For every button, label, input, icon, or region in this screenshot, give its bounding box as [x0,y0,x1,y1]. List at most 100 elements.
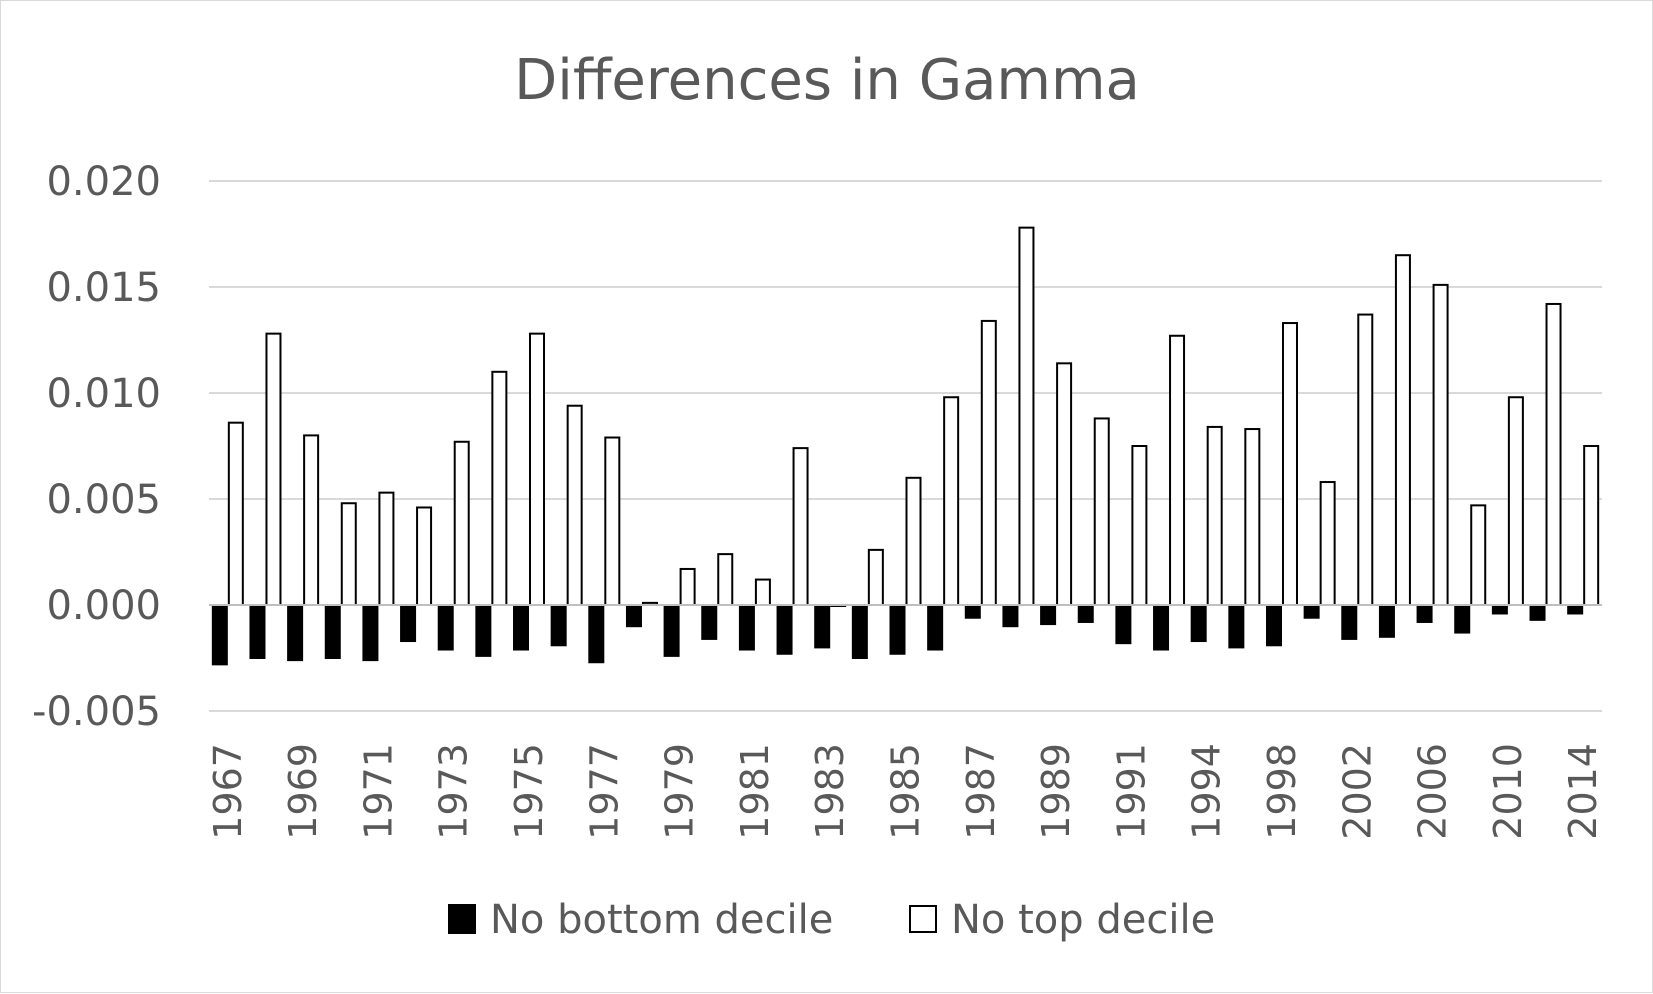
bar-no-top-decile [1244,428,1261,607]
bar-no-top-decile [943,396,960,606]
x-tick-label: 1994 [1185,743,1229,840]
bar-no-bottom-decile [362,604,379,662]
y-tick-label: 0.010 [46,371,161,417]
x-tick-label: 1977 [582,743,626,840]
bar-no-top-decile [1319,481,1336,607]
x-tick-label: 1989 [1034,743,1078,840]
y-tick-label: -0.005 [32,689,161,735]
bar-no-top-decile [491,370,508,606]
x-tick-label: 2010 [1486,743,1530,840]
bar-no-top-decile [905,476,922,606]
x-tick-label: 1971 [356,743,400,840]
bar-no-top-decile [340,502,357,606]
bar-no-top-decile [1394,254,1411,606]
bar-no-top-decile [1470,504,1487,606]
y-tick-label: 0.005 [46,477,161,523]
bar-no-bottom-decile [1153,604,1170,651]
x-tick-label: 1969 [281,743,325,840]
bar-no-top-decile [529,332,546,606]
x-tick-label: 1983 [808,743,852,840]
bar-no-top-decile [1583,445,1600,606]
chart-title: Differences in Gamma [514,48,1140,113]
bar-no-bottom-decile [1529,604,1546,621]
bar-no-top-decile [792,447,809,606]
x-tick-label: 1981 [733,743,777,840]
legend-swatch-no-bottom-decile [448,904,476,934]
x-tick-label: 1991 [1109,743,1153,840]
x-axis-ticks: 1967 1969 1971 1973 1975 1977 1979 1981 1983 1985… [206,743,1605,840]
y-tick-label: 0.020 [46,159,161,205]
bar-no-top-decile [1169,334,1186,606]
bar-no-top-decile [1206,425,1223,607]
bar-no-bottom-decile [1077,604,1094,623]
x-tick-label: 1975 [507,743,551,840]
bar-no-top-decile [227,421,244,606]
bar-no-bottom-decile [701,604,718,640]
bar-no-bottom-decile [889,604,906,655]
bar-no-bottom-decile [663,604,680,657]
bar-no-bottom-decile [1567,604,1584,615]
bar-no-top-decile [378,491,395,607]
bar-no-top-decile [1093,417,1110,606]
bar-no-bottom-decile [324,604,341,659]
bar-no-bottom-decile [625,604,642,628]
bar-no-bottom-decile [1002,604,1019,628]
bar-no-bottom-decile [437,604,454,651]
legend-swatch-no-top-decile [909,905,937,933]
bars [211,226,1600,666]
x-tick-label: 1987 [959,743,1003,840]
bar-no-top-decile [1281,322,1298,606]
bar-no-bottom-decile [964,604,981,619]
bar-no-bottom-decile [400,604,417,643]
bar-no-bottom-decile [1115,604,1132,645]
x-tick-label: 1998 [1260,743,1304,840]
x-tick-label: 2006 [1411,743,1455,840]
bar-no-bottom-decile [513,604,530,651]
x-tick-label: 2014 [1561,743,1605,840]
bar-no-top-decile [1131,445,1148,606]
x-tick-label: 1967 [206,743,250,840]
bar-no-top-decile [604,436,621,606]
bar-no-top-decile [566,404,583,606]
bar-no-bottom-decile [1491,604,1508,615]
bar-no-top-decile [754,578,771,606]
bar-no-bottom-decile [1265,604,1282,647]
legend-label-no-top-decile: No top decile [951,897,1215,943]
bar-no-top-decile [980,319,997,606]
bar-no-top-decile [1357,313,1374,606]
bar-no-top-decile [867,548,884,607]
bar-no-bottom-decile [851,604,868,659]
bar-no-bottom-decile [211,604,228,666]
bar-no-bottom-decile [1378,604,1395,638]
bar-no-bottom-decile [776,604,793,655]
bar-no-top-decile [1056,362,1073,606]
x-tick-label: 1973 [432,743,476,840]
bar-no-top-decile [416,506,433,607]
x-tick-label: 1979 [658,743,702,840]
bar-no-top-decile [453,440,470,607]
bar-no-bottom-decile [475,604,492,657]
y-tick-label: 0.000 [46,583,161,629]
bar-no-top-decile [1018,226,1035,606]
legend-label-no-bottom-decile: No bottom decile [490,897,833,943]
bar-no-bottom-decile [249,604,266,659]
bar-no-bottom-decile [588,604,605,664]
legend: No bottom decile No top decile [448,897,1215,943]
bar-no-top-decile [1545,302,1562,606]
x-tick-label: 1985 [884,743,928,840]
bar-no-bottom-decile [814,604,831,649]
bar-no-bottom-decile [1416,604,1433,623]
bar-no-bottom-decile [1040,604,1057,626]
bar-no-bottom-decile [738,604,755,651]
bar-no-bottom-decile [1341,604,1358,640]
y-axis-ticks: 0.020 0.015 0.010 0.005 0.000 -0.005 [32,159,161,735]
bar-no-top-decile [717,553,734,606]
bar-no-bottom-decile [927,604,944,651]
x-tick-label: 2002 [1335,743,1379,840]
bar-no-bottom-decile [287,604,304,662]
bar-no-bottom-decile [1303,604,1320,619]
bar-no-bottom-decile [550,604,567,647]
bar-no-bottom-decile [1228,604,1245,649]
bar-no-top-decile [679,567,696,607]
